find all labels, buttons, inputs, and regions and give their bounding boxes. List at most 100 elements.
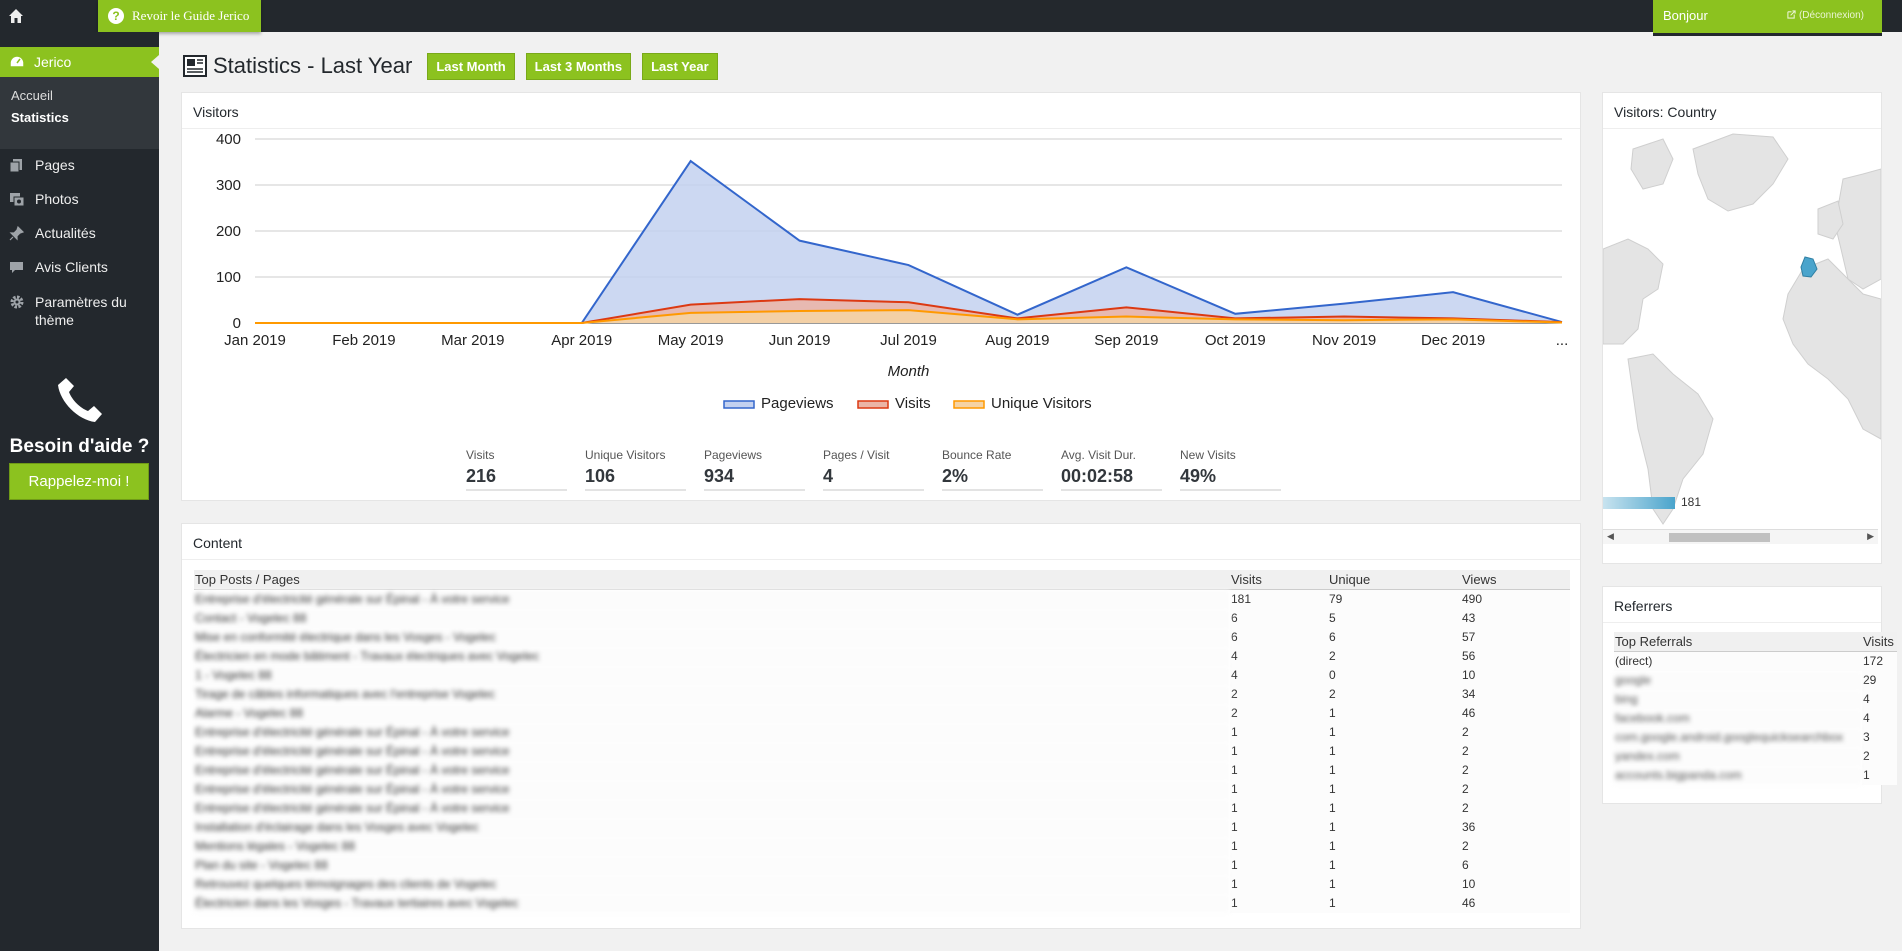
account-menu[interactable]: Bonjour (Déconnexion) xyxy=(1653,0,1882,36)
column-header[interactable]: Views xyxy=(1461,570,1570,590)
referrers-panel: Referrers Top Referrals Visits (direct) 1… xyxy=(1602,586,1897,804)
scroll-right-icon[interactable]: ▶ xyxy=(1867,531,1874,541)
column-header[interactable]: Top Referrals xyxy=(1614,632,1862,652)
stat-value: 2% xyxy=(942,466,969,486)
table-cell: 1 xyxy=(1328,703,1461,723)
content-table: Top Posts / Pages Visits Unique Views En… xyxy=(194,570,1570,913)
legend-swatch xyxy=(723,400,755,409)
table-cell: 2 xyxy=(1461,760,1570,780)
column-header[interactable]: Visits xyxy=(1862,632,1897,652)
table-cell: 1 xyxy=(1230,722,1328,742)
table-cell: 6 xyxy=(1328,627,1461,647)
guide-button[interactable]: ? Revoir le Guide Jerico xyxy=(98,0,262,32)
page-link[interactable]: 1 - Vogelec 88 xyxy=(194,665,1230,685)
page-link[interactable]: Mise en conformité électrique dans les V… xyxy=(194,627,1230,647)
table-row: accounts.bigpanda.com 1 xyxy=(1614,765,1897,785)
table-cell: 56 xyxy=(1461,646,1570,666)
last-3-months-button[interactable]: Last 3 Months xyxy=(525,52,632,80)
table-cell: 2 xyxy=(1461,741,1570,761)
table-cell: 1 xyxy=(1328,817,1461,837)
column-header[interactable]: Unique xyxy=(1328,570,1461,590)
table-row: Installation d'éclairage dans les Vosges… xyxy=(194,817,1570,837)
table-row: Entreprise d'électricité générale sur Ép… xyxy=(194,741,1570,761)
panel-title: Visitors: Country xyxy=(1614,104,1717,120)
table-cell: 2 xyxy=(1328,684,1461,704)
stat-label: Pageviews xyxy=(704,448,763,462)
page-link[interactable]: Électricien dans les Vosges - Travaux te… xyxy=(194,893,1230,913)
map-legend-value: 181 xyxy=(1681,495,1702,509)
table-cell: 1 xyxy=(1328,722,1461,742)
france-marker[interactable] xyxy=(1800,256,1818,278)
column-header[interactable]: Visits xyxy=(1230,570,1328,590)
referrer-name: facebook.com xyxy=(1614,708,1862,728)
page-link[interactable]: Électricien en mode bâtiment - Travaux é… xyxy=(194,646,1230,666)
referrer-name: google xyxy=(1614,670,1862,690)
page-link[interactable]: Plan du site - Vogelec 88 xyxy=(194,855,1230,875)
x-tick-label: ... xyxy=(1556,332,1569,349)
admin-sidebar: Jerico Accueil Statistics Pages Photos A… xyxy=(0,32,159,951)
table-row: Tirage de câbles informatiques avec l'en… xyxy=(194,684,1570,704)
sidebar-item-pages[interactable]: Pages xyxy=(0,157,159,173)
page-link[interactable]: Retrouvez quelques témoignages des clien… xyxy=(194,874,1230,894)
x-axis-label: Month xyxy=(888,363,930,380)
scroll-thumb[interactable] xyxy=(1669,533,1770,542)
panel-title: Referrers xyxy=(1614,598,1673,614)
table-cell: 2 xyxy=(1461,779,1570,799)
last-month-button[interactable]: Last Month xyxy=(427,52,515,80)
stat-value: 49% xyxy=(1180,466,1217,486)
map-scrollbar[interactable]: ◀ ▶ xyxy=(1603,529,1878,544)
table-cell: 46 xyxy=(1461,703,1570,723)
logout-label: (Déconnexion) xyxy=(1798,10,1864,21)
panel-title: Content xyxy=(193,535,243,551)
sidebar-item-label: Photos xyxy=(35,191,79,207)
referrer-name: accounts.bigpanda.com xyxy=(1614,765,1862,785)
table-cell: 3 xyxy=(1862,727,1897,747)
table-row: Mentions légales - Vogelec 88 1 1 2 xyxy=(194,836,1570,856)
page-link[interactable]: Tirage de câbles informatiques avec l'en… xyxy=(194,684,1230,704)
page-link[interactable]: Entreprise d'électricité générale sur Ép… xyxy=(194,741,1230,761)
page-link[interactable]: Entreprise d'électricité générale sur Ép… xyxy=(194,760,1230,780)
sidebar-item-label: Actualités xyxy=(35,225,96,241)
table-cell: 1 xyxy=(1328,779,1461,799)
column-header[interactable]: Top Posts / Pages xyxy=(194,570,1230,590)
table-cell: 490 xyxy=(1461,589,1570,609)
sidebar-item-jerico[interactable]: Jerico xyxy=(0,47,159,77)
logout-link[interactable]: (Déconnexion) xyxy=(1787,10,1864,21)
scroll-left-icon[interactable]: ◀ xyxy=(1607,531,1614,541)
y-tick-label: 400 xyxy=(216,131,241,148)
map-legend-bar xyxy=(1603,497,1675,509)
sidebar-item-photos[interactable]: Photos xyxy=(0,191,159,207)
y-tick-label: 0 xyxy=(233,315,241,332)
help-icon: ? xyxy=(108,8,124,24)
page-link[interactable]: Alarme - Vogelec 88 xyxy=(194,703,1230,723)
page-link[interactable]: Entreprise d'électricité générale sur Ép… xyxy=(194,779,1230,799)
last-year-button[interactable]: Last Year xyxy=(642,52,718,80)
page-link[interactable]: Entreprise d'électricité générale sur Ép… xyxy=(194,589,1230,609)
sidebar-item-label: Pages xyxy=(35,157,75,173)
greeting: Bonjour xyxy=(1663,8,1708,23)
home-button[interactable] xyxy=(0,0,32,32)
table-cell: 1 xyxy=(1328,760,1461,780)
callback-button[interactable]: Rappelez-moi ! xyxy=(9,463,149,500)
referrers-table: Top Referrals Visits (direct) 172 google 29… xyxy=(1614,632,1897,785)
page-link[interactable]: Mentions légales - Vogelec 88 xyxy=(194,836,1230,856)
table-cell: 1 xyxy=(1230,760,1328,780)
x-tick-label: Dec 2019 xyxy=(1421,332,1485,349)
sidebar-item-actualites[interactable]: Actualités xyxy=(0,225,159,241)
submenu-item-statistics[interactable]: Statistics xyxy=(11,110,69,125)
table-header-row: Top Posts / Pages Visits Unique Views xyxy=(194,570,1570,590)
submenu-item-accueil[interactable]: Accueil xyxy=(11,88,53,103)
help-title: Besoin d'aide ? xyxy=(9,436,150,457)
sidebar-item-avis-clients[interactable]: Avis Clients xyxy=(0,259,159,275)
table-cell: 4 xyxy=(1230,646,1328,666)
table-row: bing 4 xyxy=(1614,689,1897,709)
sidebar-item-parametres[interactable]: Paramètres du thème xyxy=(0,293,159,329)
page-link[interactable]: Entreprise d'électricité générale sur Ép… xyxy=(194,722,1230,742)
table-row: Plan du site - Vogelec 88 1 1 6 xyxy=(194,855,1570,875)
page-link[interactable]: Entreprise d'électricité générale sur Ép… xyxy=(194,798,1230,818)
pages-icon xyxy=(9,159,22,173)
page-link[interactable]: Installation d'éclairage dans les Vosges… xyxy=(194,817,1230,837)
gear-icon xyxy=(10,295,24,309)
stat-value: 216 xyxy=(466,466,497,486)
page-link[interactable]: Contact - Vogelec 88 xyxy=(194,608,1230,628)
